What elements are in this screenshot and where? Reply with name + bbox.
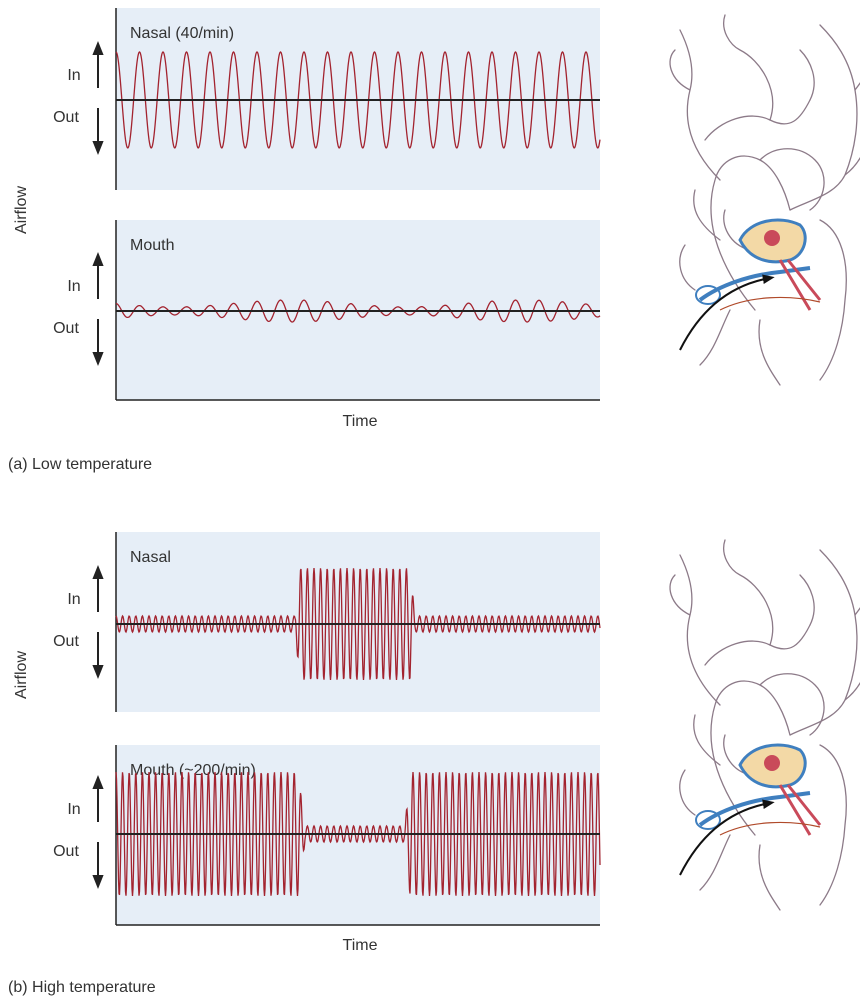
plot-title: Nasal <box>130 549 171 566</box>
reindeer-illustration <box>670 540 860 910</box>
y-axis-label: Airflow <box>13 651 30 699</box>
panel-letter: (b) <box>8 979 28 996</box>
out-label: Out <box>53 633 79 650</box>
plot-title: Mouth <box>130 237 174 254</box>
panel-letter: (a) <box>8 456 28 473</box>
panel-caption-text: High temperature <box>32 979 156 996</box>
plot-title: Nasal (40/min) <box>130 25 234 42</box>
in-label: In <box>67 67 80 84</box>
panel-caption: (a) Low temperature <box>8 456 152 473</box>
out-label: Out <box>53 320 79 337</box>
panel-caption: (b) High temperature <box>8 979 156 996</box>
airflow-trace <box>115 771 601 897</box>
reindeer-illustration <box>670 15 860 385</box>
x-axis-label: Time <box>343 937 378 954</box>
airflow-trace <box>115 299 601 323</box>
panel-caption-text: Low temperature <box>32 456 152 473</box>
out-label: Out <box>53 843 79 860</box>
in-label: In <box>67 591 80 608</box>
y-axis-label: Airflow <box>13 186 30 234</box>
x-axis-label: Time <box>343 413 378 430</box>
in-label: In <box>67 278 80 295</box>
in-label: In <box>67 801 80 818</box>
airflow-trace <box>115 51 601 149</box>
airflow-trace <box>115 567 601 681</box>
out-label: Out <box>53 109 79 126</box>
